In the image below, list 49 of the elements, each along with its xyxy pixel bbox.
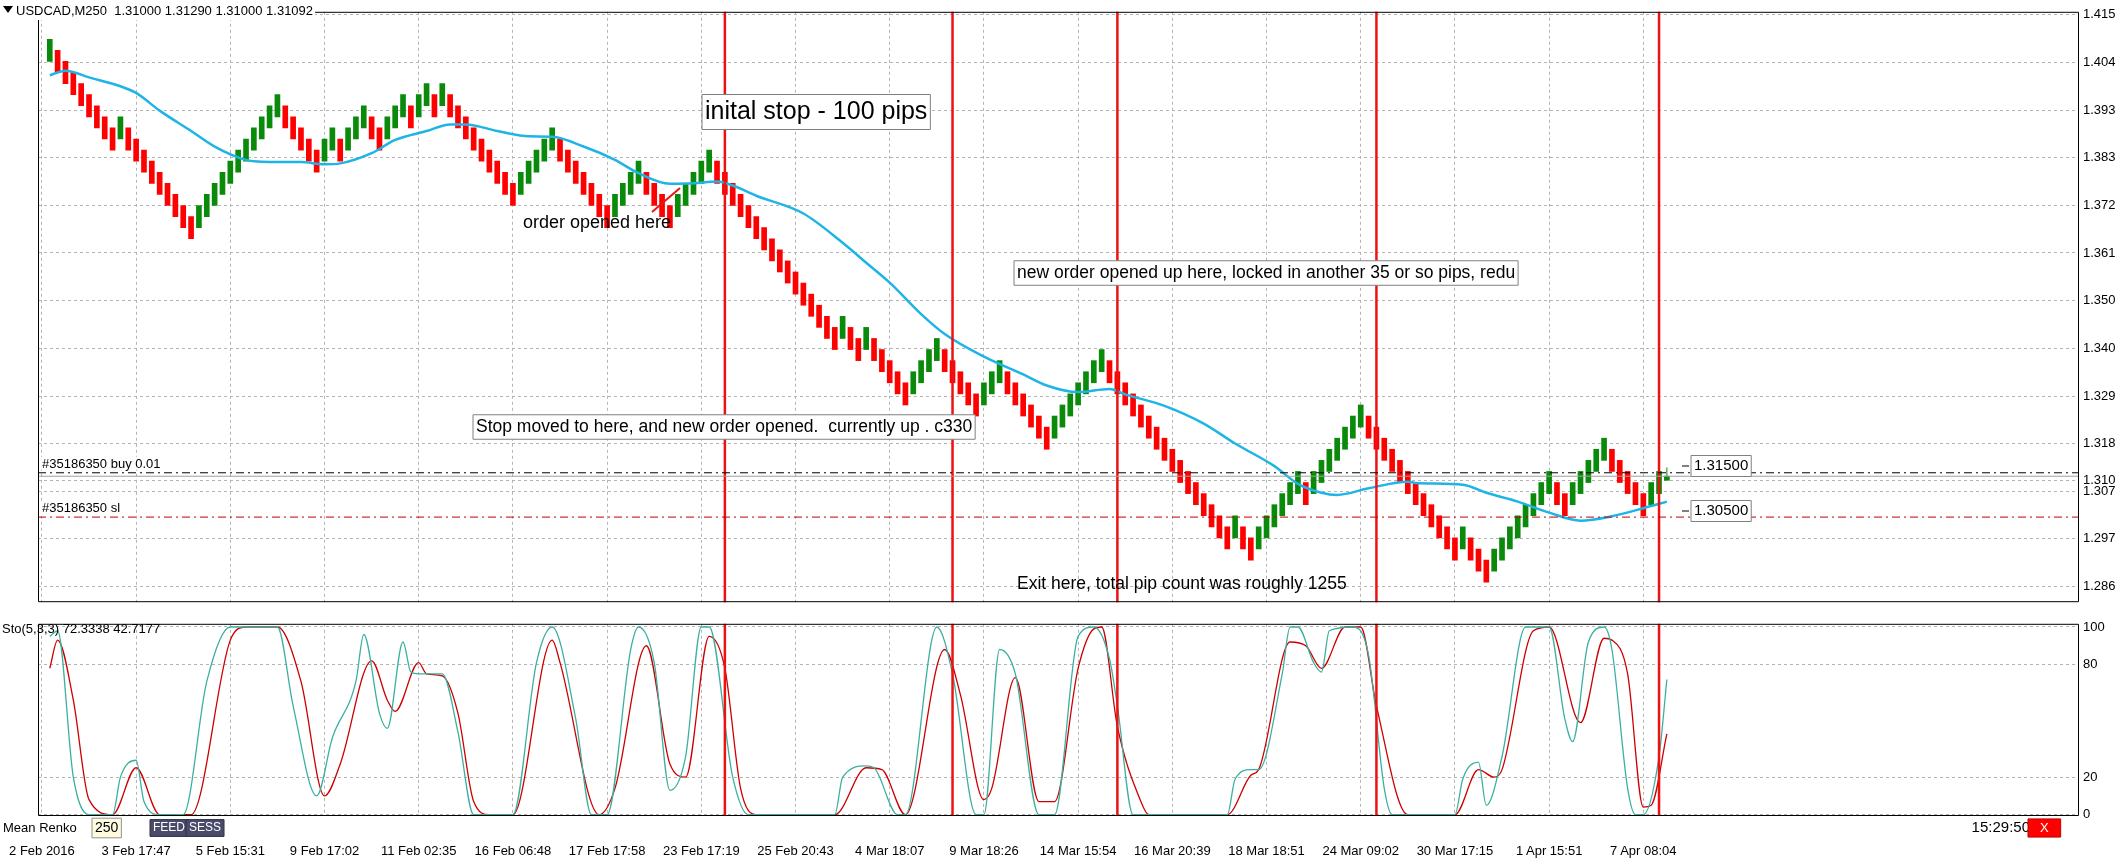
x-tick-label: 23 Feb 17:19 (663, 843, 740, 859)
y-tick-label: 1.286 (2083, 578, 2116, 594)
y-tick-label: 1.297 (2083, 530, 2116, 546)
x-tick-label: 24 Mar 09:02 (1322, 843, 1400, 859)
x-tick-label: 4 Mar 18:07 (855, 843, 925, 859)
x-tick-label: 18 Mar 18:51 (1228, 843, 1305, 859)
y-tick-label: 1.310 (2083, 471, 2116, 487)
annotation: inital stop - 100 pips (705, 95, 928, 124)
text: Mean Renko (3, 819, 77, 835)
annotation: Stop moved to here, and new order opened. currently up . c330 (476, 415, 973, 436)
y-tick-label: 1.340 (2083, 339, 2116, 355)
x-tick-label: 25 Feb 20:43 (757, 843, 834, 859)
annotation: 1.31500 (1694, 456, 1749, 474)
x-tick-label: 16 Feb 06:48 (474, 843, 552, 859)
x-tick-label: 14 Mar 15:54 (1039, 843, 1117, 859)
y-tick-label: 1.404 (2083, 53, 2116, 69)
y-tick-label: 1.383 (2083, 149, 2116, 165)
x-tick-label: 11 Feb 02:35 (380, 843, 457, 859)
x-tick-label: 2 Feb 2016 (9, 843, 75, 859)
x-tick-label: 9 Feb 17:02 (289, 843, 360, 859)
text: X (2040, 819, 2049, 835)
y-tick-label: 1.372 (2083, 197, 2116, 213)
y-tick-label: 1.361 (2083, 244, 2116, 260)
x-tick-label: 5 Feb 15:31 (195, 843, 266, 859)
ref-line-label: #35186350 buy 0.01 (42, 455, 161, 471)
x-tick-label: 17 Feb 17:58 (568, 843, 646, 859)
text: 15:29:50 (1971, 818, 2030, 836)
y-tick-label: 1.350 (2083, 292, 2116, 308)
ref-line-label: #35186350 sl (42, 500, 121, 516)
x-tick-label: 7 Apr 08:04 (1610, 843, 1677, 859)
y-tick-label: 1.329 (2083, 387, 2116, 403)
x-tick-label: 30 Mar 17:15 (1416, 843, 1494, 859)
text: 250 (95, 818, 119, 835)
chart-title: USDCAD,M250 1.31000 1.31290 1.31000 1.31092 (16, 2, 314, 18)
text: SESS (189, 820, 222, 835)
y-tick-label: 80 (2083, 656, 2098, 672)
y-tick-label: 1.393 (2083, 101, 2116, 117)
y-tick-label: 20 (2083, 768, 2098, 784)
x-tick-label: 9 Mar 18:26 (949, 843, 1019, 859)
y-tick-label: 100 (2083, 618, 2105, 634)
text: FEED (153, 820, 186, 835)
y-tick-label: 0 (2083, 806, 2091, 822)
x-tick-label: 1 Apr 15:51 (1515, 843, 1583, 859)
y-tick-label: 1.318 (2083, 435, 2116, 451)
annotation: 1.30500 (1694, 501, 1749, 519)
y-tick-label: 1.415 (2083, 6, 2116, 22)
x-tick-label: 16 Mar 20:39 (1134, 843, 1211, 859)
annotation: new order opened up here, locked in another 35 or so pips, redu (1017, 261, 1516, 282)
x-tick-label: 3 Feb 17:47 (101, 843, 171, 859)
